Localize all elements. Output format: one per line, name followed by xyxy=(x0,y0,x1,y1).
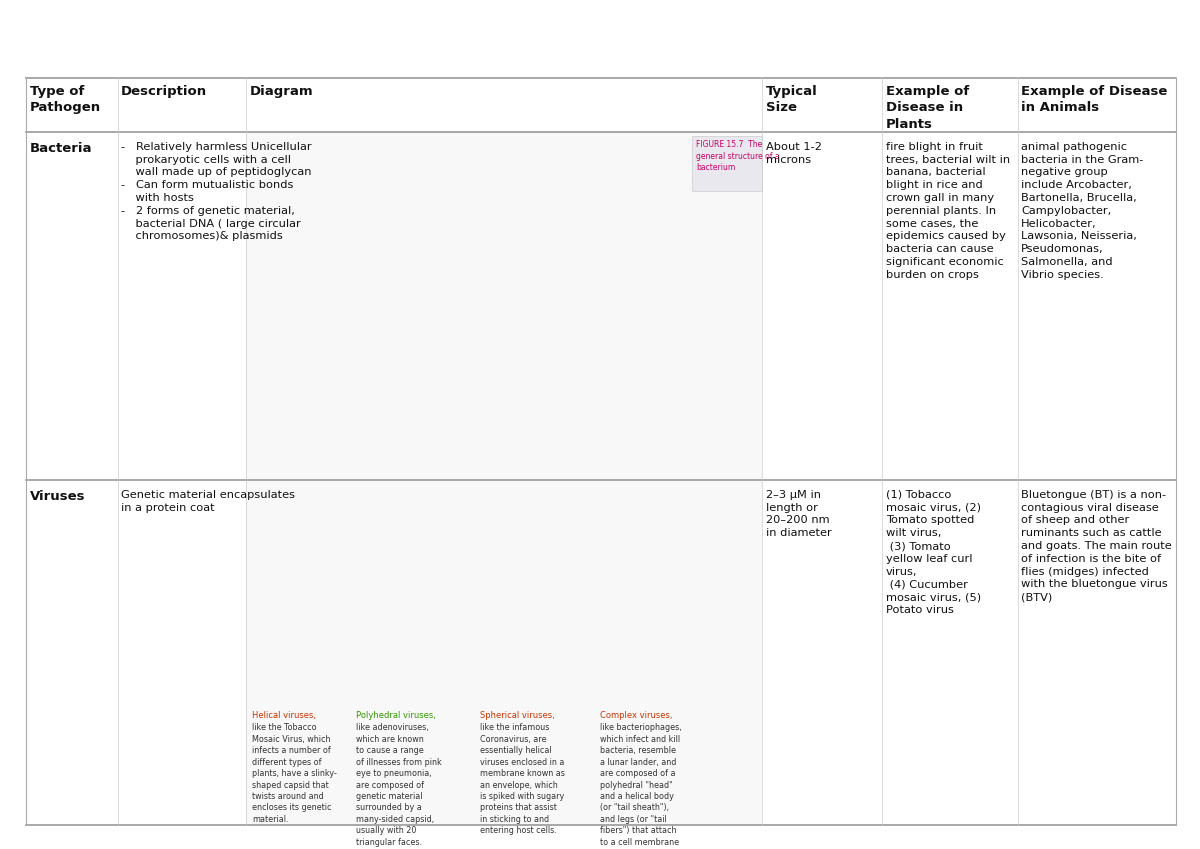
Bar xyxy=(692,136,762,191)
Text: animal pathogenic
bacteria in the Gram-
negative group
include Arcobacter,
Barto: animal pathogenic bacteria in the Gram- … xyxy=(1021,142,1144,280)
Text: Bacteria: Bacteria xyxy=(30,142,92,155)
Text: Description: Description xyxy=(121,85,208,98)
Text: Diagram: Diagram xyxy=(250,85,313,98)
Text: Genetic material encapsulates
in a protein coat: Genetic material encapsulates in a prote… xyxy=(121,490,295,513)
Text: like bacteriophages,
which infect and kill
bacteria, resemble
a lunar lander, an: like bacteriophages, which infect and ki… xyxy=(600,723,688,849)
Text: Example of
Disease in
Plants: Example of Disease in Plants xyxy=(886,85,968,131)
Text: -   Relatively harmless Unicellular
    prokaryotic cells with a cell
    wall m: - Relatively harmless Unicellular prokar… xyxy=(121,142,312,241)
Text: like the infamous
Coronavirus, are
essentially helical
viruses enclosed in a
mem: like the infamous Coronavirus, are essen… xyxy=(480,723,565,835)
Text: like the Tobacco
Mosaic Virus, which
infects a number of
different types of
plan: like the Tobacco Mosaic Virus, which inf… xyxy=(252,723,337,824)
Bar xyxy=(246,480,762,825)
Bar xyxy=(246,132,762,480)
Text: Typical
Size: Typical Size xyxy=(766,85,817,115)
Text: About 1-2
microns: About 1-2 microns xyxy=(766,142,822,165)
Text: Bluetongue (BT) is a non-
contagious viral disease
of sheep and other
ruminants : Bluetongue (BT) is a non- contagious vir… xyxy=(1021,490,1172,602)
Text: Complex viruses,: Complex viruses, xyxy=(600,711,672,720)
Text: Example of Disease
in Animals: Example of Disease in Animals xyxy=(1021,85,1168,115)
Text: Polyhedral viruses,: Polyhedral viruses, xyxy=(356,711,437,720)
Text: Viruses: Viruses xyxy=(30,490,85,503)
Text: fire blight in fruit
trees, bacterial wilt in
banana, bacterial
blight in rice a: fire blight in fruit trees, bacterial wi… xyxy=(886,142,1009,280)
Text: FIGURE 15.7  The
general structure of a
bacterium: FIGURE 15.7 The general structure of a b… xyxy=(696,140,780,172)
Text: Spherical viruses,: Spherical viruses, xyxy=(480,711,554,720)
Text: Helical viruses,: Helical viruses, xyxy=(252,711,316,720)
Text: (1) Tobacco
mosaic virus, (2)
Tomato spotted
wilt virus,
 (3) Tomato
yellow leaf: (1) Tobacco mosaic virus, (2) Tomato spo… xyxy=(886,490,980,615)
Text: 2–3 μM in
length or
20–200 nm
in diameter: 2–3 μM in length or 20–200 nm in diamete… xyxy=(766,490,832,538)
Text: like adenoviruses,
which are known
to cause a range
of illnesses from pink
eye t: like adenoviruses, which are known to ca… xyxy=(356,723,442,846)
Text: Type of
Pathogen: Type of Pathogen xyxy=(30,85,101,115)
